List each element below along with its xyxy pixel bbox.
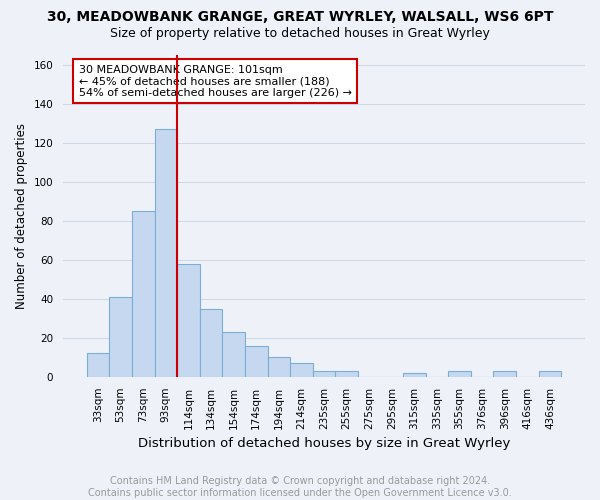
Bar	[403, 373, 425, 377]
Bar	[448, 371, 471, 377]
Bar	[290, 363, 313, 377]
Bar	[493, 371, 516, 377]
Bar	[335, 371, 358, 377]
Bar	[87, 354, 109, 377]
Bar	[155, 129, 177, 377]
Text: 30 MEADOWBANK GRANGE: 101sqm
← 45% of detached houses are smaller (188)
54% of s: 30 MEADOWBANK GRANGE: 101sqm ← 45% of de…	[79, 64, 352, 98]
Bar	[313, 371, 335, 377]
Bar	[132, 211, 155, 377]
Bar	[223, 332, 245, 377]
Text: Size of property relative to detached houses in Great Wyrley: Size of property relative to detached ho…	[110, 28, 490, 40]
Bar	[200, 308, 223, 377]
X-axis label: Distribution of detached houses by size in Great Wyrley: Distribution of detached houses by size …	[138, 437, 510, 450]
Bar	[268, 358, 290, 377]
Y-axis label: Number of detached properties: Number of detached properties	[15, 123, 28, 309]
Text: Contains HM Land Registry data © Crown copyright and database right 2024.
Contai: Contains HM Land Registry data © Crown c…	[88, 476, 512, 498]
Text: 30, MEADOWBANK GRANGE, GREAT WYRLEY, WALSALL, WS6 6PT: 30, MEADOWBANK GRANGE, GREAT WYRLEY, WAL…	[47, 10, 553, 24]
Bar	[177, 264, 200, 377]
Bar	[109, 297, 132, 377]
Bar	[539, 371, 561, 377]
Bar	[245, 346, 268, 377]
